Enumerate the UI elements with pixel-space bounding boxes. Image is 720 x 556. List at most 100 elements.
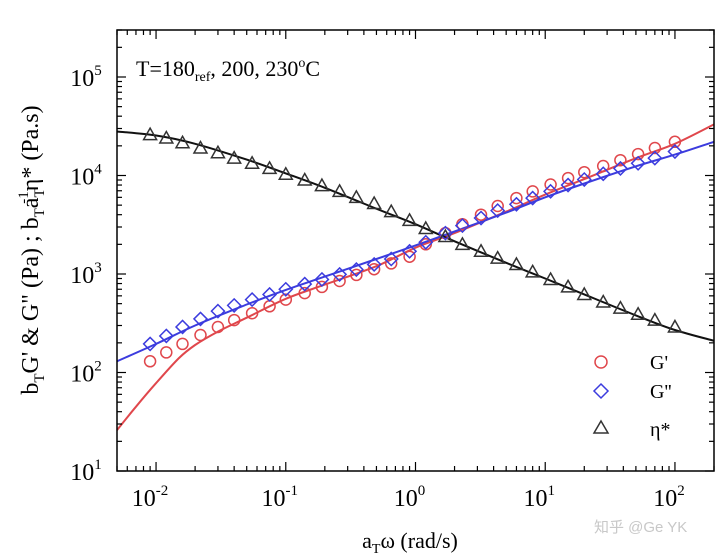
marker-series-0-point-30 [668, 135, 682, 149]
marker-series-2-point-22 [524, 263, 541, 278]
marker-series-2-point-27 [612, 300, 629, 314]
marker-series-0-point-25 [578, 165, 591, 179]
marker-series-2-point-18 [454, 236, 471, 251]
marker-series-0-point-4 [211, 320, 225, 334]
legend-entry-eta-star: η* [592, 419, 670, 441]
axis-ticks: 10-2 10-1 100 101 102 101 102 103 104 105 [70, 29, 715, 512]
marker-series-0-point-28 [631, 147, 645, 161]
marker-series-0-point-6 [245, 306, 259, 320]
data-markers [142, 126, 683, 368]
marker-series-2-point-17 [437, 228, 454, 243]
marker-series-2-point-11 [331, 183, 348, 198]
marker-series-2-point-12 [348, 189, 365, 204]
marker-series-0-point-11 [333, 274, 346, 288]
marker-series-1-point-11 [332, 266, 348, 282]
legend-entry-g-double-prime: G'' [592, 381, 672, 403]
marker-series-0-point-29 [648, 141, 662, 155]
marker-series-0-point-14 [384, 257, 398, 270]
marker-series-1-point-30 [667, 143, 683, 160]
x-tick-label: 102 [653, 483, 685, 512]
x-tick-label: 100 [394, 483, 426, 512]
marker-series-1-point-15 [402, 243, 418, 259]
marker-series-0-point-3 [194, 328, 207, 342]
marker-series-0-point-1 [160, 346, 173, 359]
marker-series-2-point-26 [595, 293, 612, 308]
watermark: 知乎 @Ge YK [594, 519, 687, 536]
y-tick-label: 105 [70, 63, 102, 92]
y-tick-label: 101 [70, 457, 102, 486]
marker-series-2-point-20 [489, 250, 506, 264]
marker-series-2-point-1 [158, 130, 175, 144]
marker-series-0-point-24 [561, 171, 575, 185]
marker-series-2-point-25 [576, 286, 593, 301]
marker-series-2-point-0 [142, 126, 158, 141]
x-tick-label: 101 [523, 483, 555, 512]
marker-series-1-point-16 [418, 234, 434, 250]
marker-series-1-point-17 [437, 225, 453, 241]
marker-series-1-point-19 [473, 210, 489, 226]
marker-series-1-point-3 [192, 311, 209, 327]
marker-series-1-point-7 [262, 286, 278, 303]
marker-series-2-point-2 [174, 134, 191, 149]
marker-series-0-point-20 [491, 199, 504, 213]
marker-series-2-point-30 [667, 318, 683, 333]
marker-series-0-point-8 [279, 293, 293, 306]
marker-series-0-point-12 [350, 268, 363, 282]
marker-series-2-point-13 [366, 195, 382, 210]
temperature-annotation: T=180ref, 200, 230oC [136, 56, 320, 85]
marker-series-0-point-15 [403, 250, 416, 263]
marker-series-2-point-16 [417, 220, 434, 235]
marker-series-0-point-0 [143, 355, 157, 368]
marker-series-1-point-10 [314, 271, 330, 288]
marker-series-1-point-6 [244, 292, 260, 308]
marker-series-2-point-4 [210, 144, 226, 159]
marker-series-2-point-19 [473, 243, 489, 258]
marker-series-2-point-29 [647, 312, 663, 326]
marker-series-2-point-24 [560, 278, 576, 293]
marker-series-0-point-5 [227, 313, 241, 327]
marker-series-0-point-23 [544, 178, 557, 191]
marker-series-2-point-14 [383, 203, 400, 218]
marker-series-1-point-23 [543, 183, 559, 199]
marker-series-2-point-9 [296, 171, 313, 186]
marker-series-0-point-27 [614, 153, 627, 167]
legend-circle-marker-icon [594, 355, 608, 369]
legend-label-eta-star: η* [650, 419, 670, 441]
x-axis-label: aTω (rad/s) [362, 528, 458, 556]
marker-series-1-point-8 [278, 281, 294, 297]
marker-series-1-point-21 [508, 196, 525, 212]
marker-series-0-point-10 [315, 280, 329, 294]
marker-series-1-point-18 [454, 218, 470, 234]
marker-series-0-point-2 [176, 337, 189, 351]
y-tick-label: 103 [70, 260, 102, 289]
marker-series-0-point-22 [526, 185, 539, 198]
marker-series-2-point-6 [244, 155, 260, 170]
marker-series-1-point-5 [226, 297, 242, 313]
legend-entry-g-prime: G' [594, 352, 668, 374]
legend: G' G'' η* [592, 352, 672, 441]
fit-line-1 [116, 140, 715, 363]
y-axis-label: bTG' & G" (Pa) ; bTaT-1η* (Pa.s) [16, 105, 48, 394]
marker-series-1-point-4 [210, 303, 226, 319]
marker-series-1-point-27 [612, 160, 628, 176]
x-tick-label: 10-2 [132, 483, 169, 512]
marker-series-1-point-12 [348, 261, 364, 278]
marker-series-2-point-3 [192, 140, 209, 154]
x-tick-label: 10-1 [262, 483, 299, 512]
marker-series-1-point-29 [647, 150, 663, 166]
marker-series-1-point-9 [297, 276, 313, 292]
marker-series-1-point-24 [560, 177, 576, 193]
marker-series-2-point-5 [226, 150, 242, 164]
marker-series-1-point-2 [174, 319, 191, 335]
legend-triangle-marker-icon [592, 419, 610, 434]
marker-series-2-point-10 [314, 177, 330, 192]
marker-series-0-point-13 [367, 262, 381, 276]
marker-series-0-point-26 [596, 159, 610, 173]
marker-series-0-point-19 [474, 208, 488, 221]
marker-series-1-point-20 [490, 203, 506, 219]
marker-series-1-point-26 [595, 166, 611, 182]
marker-series-2-point-23 [542, 271, 559, 286]
marker-series-1-point-1 [158, 328, 174, 344]
